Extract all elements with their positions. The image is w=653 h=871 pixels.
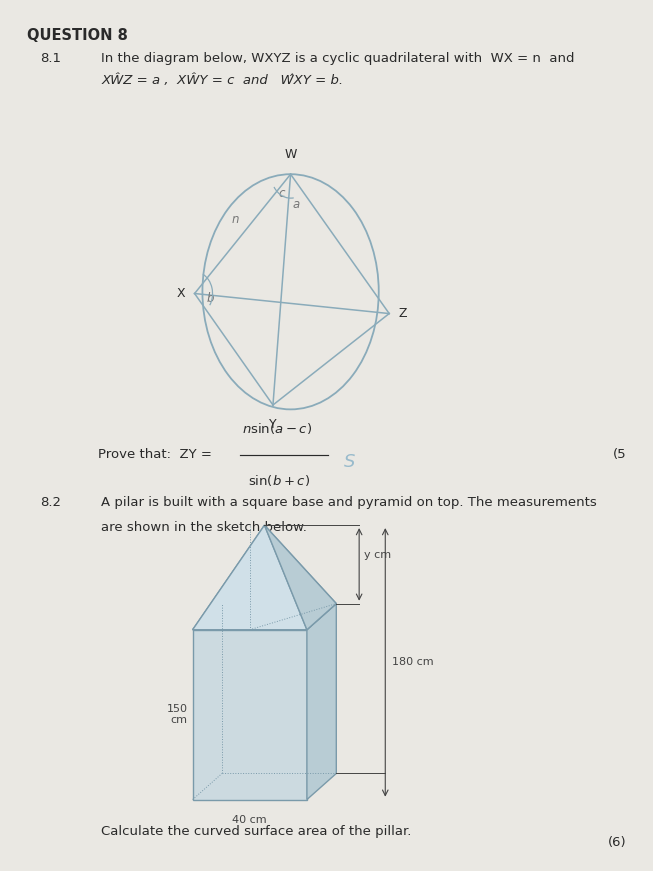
Text: In the diagram below, WXYZ is a cyclic quadrilateral with  WX = n  and: In the diagram below, WXYZ is a cyclic q…: [101, 52, 575, 65]
Text: (6): (6): [608, 836, 627, 849]
Text: S: S: [344, 453, 355, 470]
Text: Prove that:  ZY =: Prove that: ZY =: [98, 449, 212, 461]
Polygon shape: [264, 525, 336, 630]
Text: c: c: [279, 187, 285, 199]
Text: $n\sin(a-c)$: $n\sin(a-c)$: [242, 422, 312, 436]
Text: QUESTION 8: QUESTION 8: [27, 28, 128, 43]
Polygon shape: [222, 525, 336, 604]
Text: a: a: [292, 199, 300, 211]
Text: Calculate the curved surface area of the pillar.: Calculate the curved surface area of the…: [101, 825, 411, 838]
Polygon shape: [307, 604, 336, 800]
Text: 150
cm: 150 cm: [167, 704, 187, 726]
Text: 8.2: 8.2: [40, 496, 61, 510]
Text: 180 cm: 180 cm: [392, 658, 434, 667]
Polygon shape: [193, 630, 307, 800]
Text: A pilar is built with a square base and pyramid on top. The measurements: A pilar is built with a square base and …: [101, 496, 597, 510]
Text: $\sin(b+c)$: $\sin(b+c)$: [248, 473, 310, 488]
Text: b: b: [206, 293, 214, 305]
Text: X: X: [176, 287, 185, 300]
Text: Y: Y: [269, 418, 277, 431]
Polygon shape: [193, 525, 264, 630]
Text: y cm: y cm: [364, 550, 392, 560]
Polygon shape: [193, 604, 336, 630]
Text: 8.1: 8.1: [40, 52, 61, 65]
Text: 40 cm: 40 cm: [232, 815, 267, 825]
Polygon shape: [193, 525, 307, 630]
Text: Z: Z: [399, 307, 407, 320]
Text: W: W: [285, 148, 296, 161]
Text: n: n: [231, 213, 239, 226]
Text: XŴZ = a ,  XŴY = c  and   ŴXY = b.: XŴZ = a , XŴY = c and ŴXY = b.: [101, 74, 343, 87]
Text: are shown in the sketch below.: are shown in the sketch below.: [101, 521, 307, 534]
Text: (5: (5: [613, 449, 627, 461]
